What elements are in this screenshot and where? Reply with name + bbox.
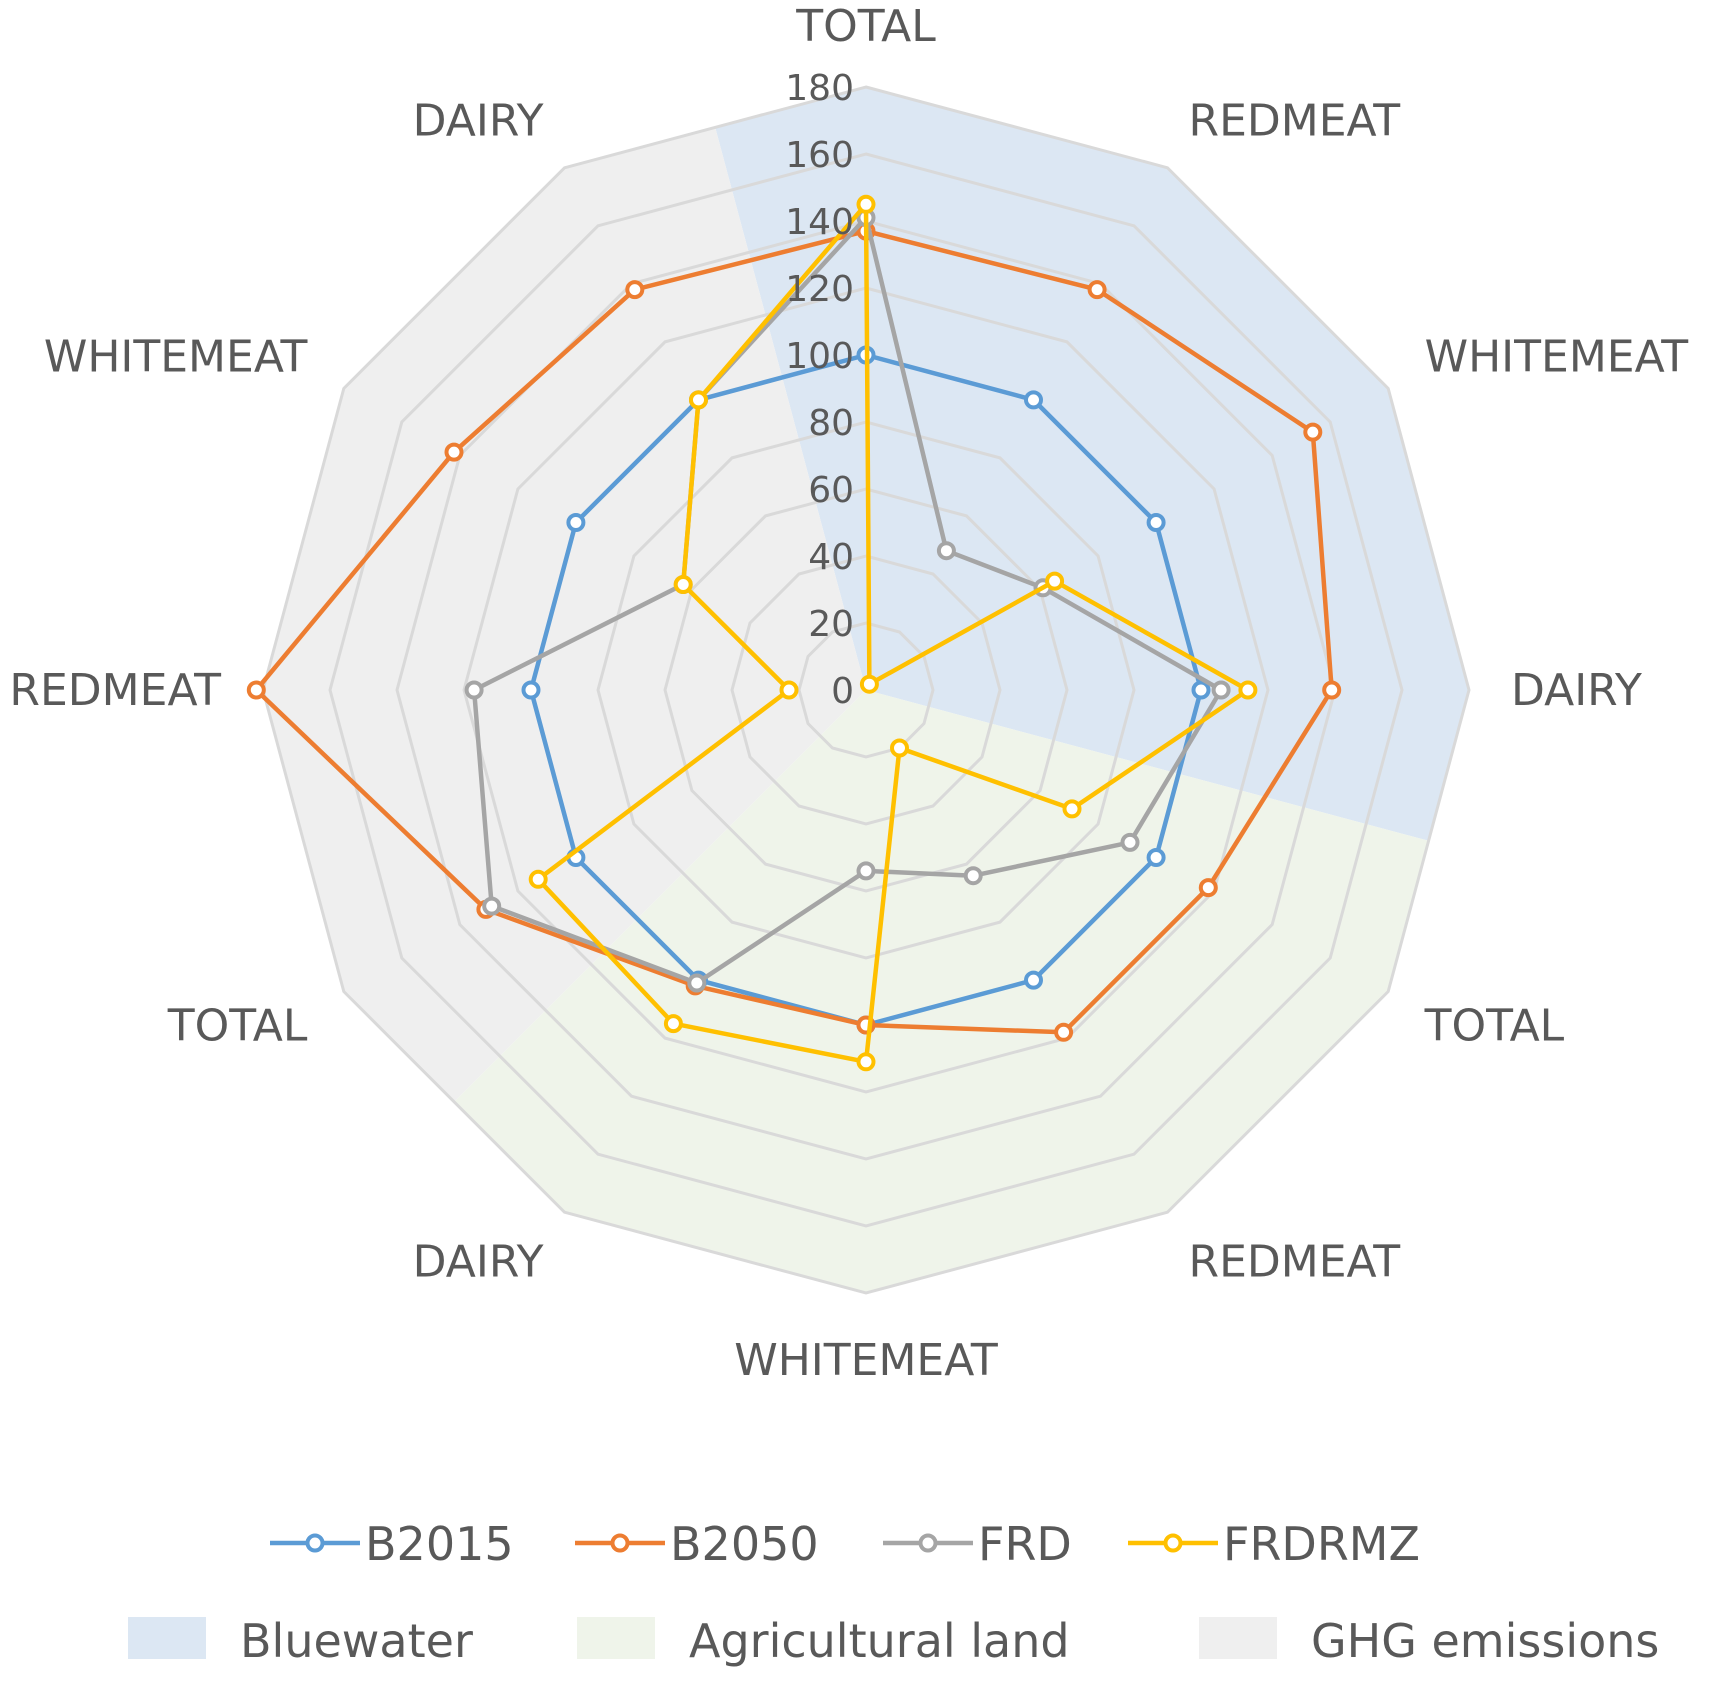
data-point-b2015-9 — [521, 680, 541, 700]
data-point-frd-9 — [464, 680, 484, 700]
legend-swatch-agricultural-land — [577, 1617, 655, 1659]
legend-marker-frdrmz — [1163, 1533, 1183, 1553]
axis-label-dairy-7: DAIRY — [413, 1237, 544, 1288]
data-point-b2015-4 — [1146, 848, 1166, 867]
data-point-frdrmz-8 — [528, 869, 548, 889]
sector-agricultural-land — [454, 690, 1429, 1293]
axis-label-total-4: TOTAL — [1424, 1001, 1565, 1052]
tick-label-180: 180 — [785, 68, 854, 109]
data-point-frdrmz-4 — [1062, 799, 1082, 819]
data-point-frd-7 — [687, 973, 707, 993]
data-point-frdrmz-7 — [663, 1014, 683, 1034]
tick-label-160: 160 — [785, 135, 854, 176]
data-point-b2050-2 — [1303, 422, 1323, 442]
gridline-120 — [462, 286, 1270, 1094]
data-point-b2015-3 — [1191, 680, 1211, 700]
legend-item-ghg-emissions: GHG emissions — [1199, 1614, 1659, 1668]
gridline-160 — [328, 152, 1404, 1228]
radial-tick-labels: 0 20 40 60 80 100 120 140 160 180 — [785, 68, 854, 712]
legend-label-b2015: B2015 — [365, 1517, 514, 1571]
legend-swatch-ghg-emissions — [1199, 1617, 1277, 1659]
tick-label-80: 80 — [808, 403, 854, 444]
legend-item-agricultural-land: Agricultural land — [577, 1614, 1070, 1668]
data-point-frd-5 — [963, 866, 983, 886]
legend-item-frd: FRD — [883, 1517, 1072, 1571]
data-point-b2015-10 — [566, 513, 586, 532]
tick-label-100: 100 — [785, 336, 854, 377]
data-point-b2050-9 — [246, 680, 266, 700]
tick-label-40: 40 — [808, 537, 854, 578]
data-point-b2015-1 — [1024, 390, 1043, 410]
data-point-b2050-11 — [625, 280, 645, 300]
legend-item-b2015: B2015 — [270, 1517, 514, 1571]
data-point-b2050-1 — [1087, 280, 1107, 300]
legend-marker-b2015 — [305, 1533, 325, 1553]
tick-label-140: 140 — [785, 202, 854, 243]
series-layer — [246, 194, 1342, 1072]
data-point-frdrmz-0 — [856, 194, 876, 214]
legend-marker-b2050 — [610, 1533, 630, 1553]
data-point-frdrmz-2 — [1045, 571, 1065, 591]
legend-label-ghg-emissions: GHG emissions — [1311, 1614, 1659, 1668]
axis-label-redmeat-9: REDMEAT — [9, 665, 221, 716]
axis-label-dairy-11: DAIRY — [413, 95, 544, 146]
legend: B2015 B2050 FRD FRDRMZ Bluewater Agricultural… — [128, 1517, 1659, 1668]
legend-label-bluewater: Bluewater — [240, 1614, 473, 1668]
sector-bluewater — [715, 87, 1469, 841]
sector-ghg-emissions — [263, 127, 866, 1102]
axis-label-whitemeat-2: WHITEMEAT — [1425, 332, 1689, 383]
axis-label-whitemeat-6: WHITEMEAT — [734, 1335, 998, 1386]
data-point-b2015-5 — [1024, 970, 1043, 990]
sector-backgrounds — [263, 87, 1469, 1293]
data-point-b2050-3 — [1322, 680, 1342, 700]
tick-label-20: 20 — [808, 604, 854, 645]
legend-label-frd: FRD — [978, 1517, 1072, 1571]
gridline-180 — [261, 85, 1471, 1295]
tick-label-120: 120 — [785, 269, 854, 310]
axis-label-total-0: TOTAL — [795, 1, 936, 52]
data-point-frdrmz-11 — [689, 390, 708, 410]
data-point-b2050-5 — [1054, 1022, 1074, 1042]
legend-label-frdrmz: FRDRMZ — [1223, 1517, 1420, 1571]
legend-label-b2050: B2050 — [670, 1517, 819, 1571]
axis-label-total-8: TOTAL — [167, 1001, 308, 1052]
legend-swatch-bluewater — [128, 1617, 206, 1659]
axis-category-labels: TOTAL REDMEAT WHITEMEAT DAIRY TOTAL REDMEAT WH… — [9, 1, 1688, 1386]
axis-label-dairy-3: DAIRY — [1511, 665, 1642, 716]
data-point-frdrmz-1 — [859, 674, 879, 694]
tick-label-0: 0 — [831, 671, 854, 712]
data-point-frdrmz-5 — [890, 738, 909, 758]
data-point-frd-3 — [1211, 680, 1231, 700]
gridline-80 — [596, 420, 1136, 960]
data-point-frd-1 — [936, 541, 956, 561]
data-point-b2015-2 — [1146, 513, 1166, 532]
legend-marker-frd — [918, 1533, 938, 1553]
data-point-frd-6 — [856, 861, 876, 881]
data-point-b2050-10 — [444, 442, 464, 462]
legend-label-agricultural-land: Agricultural land — [689, 1614, 1070, 1668]
data-point-frdrmz-9 — [779, 680, 799, 700]
legend-item-bluewater: Bluewater — [128, 1614, 473, 1668]
data-point-frdrmz-3 — [1238, 680, 1258, 700]
axis-label-whitemeat-10: WHITEMEAT — [44, 332, 308, 383]
axis-label-redmeat-1: REDMEAT — [1189, 95, 1401, 146]
series-frdrmz — [528, 194, 1258, 1072]
legend-item-frdrmz: FRDRMZ — [1128, 1517, 1420, 1571]
data-point-frd-4 — [1120, 832, 1140, 852]
tick-label-60: 60 — [808, 470, 854, 511]
gridline-20 — [797, 621, 935, 759]
data-point-frd-8 — [482, 896, 502, 916]
data-point-b2050-4 — [1198, 878, 1218, 898]
data-point-frdrmz-10 — [673, 575, 693, 594]
legend-item-b2050: B2050 — [575, 1517, 819, 1571]
data-point-frdrmz-6 — [856, 1052, 876, 1072]
axis-label-redmeat-5: REDMEAT — [1189, 1237, 1401, 1288]
